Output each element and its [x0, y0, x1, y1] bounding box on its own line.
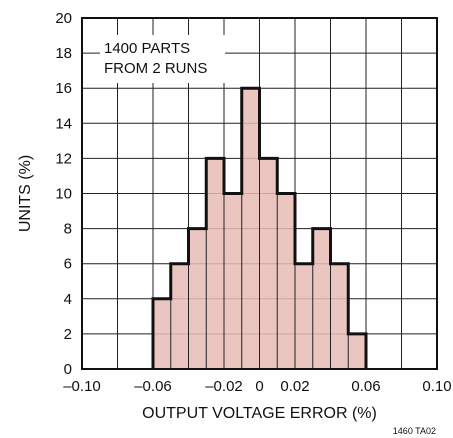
histogram-outline: [151, 86, 368, 369]
y-tick-label: 10: [55, 186, 72, 203]
y-tick-label: 6: [64, 256, 72, 273]
x-axis-title: OUTPUT VOLTAGE ERROR (%): [142, 405, 377, 422]
annotation-box: [100, 35, 225, 83]
histogram-bar: [241, 88, 260, 369]
annotation: 1400 PARTS FROM 2 RUNS: [100, 35, 225, 83]
y-tick-label: 18: [55, 45, 72, 62]
histogram-bars: [151, 86, 368, 369]
y-tick-label: 14: [55, 115, 72, 132]
x-tick-label: 0.10: [422, 378, 451, 395]
histogram-bar: [348, 333, 366, 369]
x-tick-label: –0.10: [63, 378, 101, 395]
x-tick-label: –0.02: [205, 378, 243, 395]
y-axis-title: UNITS (%): [17, 155, 34, 232]
y-tick-label: 8: [64, 221, 72, 238]
histogram-bar: [312, 228, 331, 369]
annotation-line: 1400 PARTS: [104, 40, 190, 57]
y-tick-label: 2: [64, 326, 72, 343]
histogram-bar: [259, 158, 278, 369]
x-tick-label: 0: [255, 378, 263, 395]
histogram-bar: [277, 193, 295, 369]
histogram-bar: [295, 263, 313, 369]
histogram-bar: [188, 228, 207, 369]
x-tick-label: 0.02: [280, 378, 309, 395]
histogram-bar: [206, 158, 224, 369]
plot-frame: [81, 17, 438, 370]
histogram-bar: [330, 263, 349, 369]
x-tick-label: –0.06: [134, 378, 172, 395]
figure-id: 1460 TA02: [393, 426, 436, 436]
x-tick-label: 0.06: [351, 378, 380, 395]
histogram-bar: [153, 298, 171, 369]
histogram-bar: [224, 193, 242, 369]
y-tick-label: 20: [55, 10, 72, 27]
y-tick-labels: 0 2 4 6 8 10 12 14 16 18 20: [55, 10, 72, 378]
y-tick-label: 12: [55, 150, 72, 167]
annotation-line: FROM 2 RUNS: [104, 60, 207, 77]
histogram-bar: [170, 263, 189, 369]
y-tick-label: 16: [55, 80, 72, 97]
x-tick-labels: –0.10 –0.06 –0.02 0 0.02 0.06 0.10: [63, 378, 451, 395]
y-tick-label: 0: [64, 361, 72, 378]
y-tick-label: 4: [64, 291, 72, 308]
